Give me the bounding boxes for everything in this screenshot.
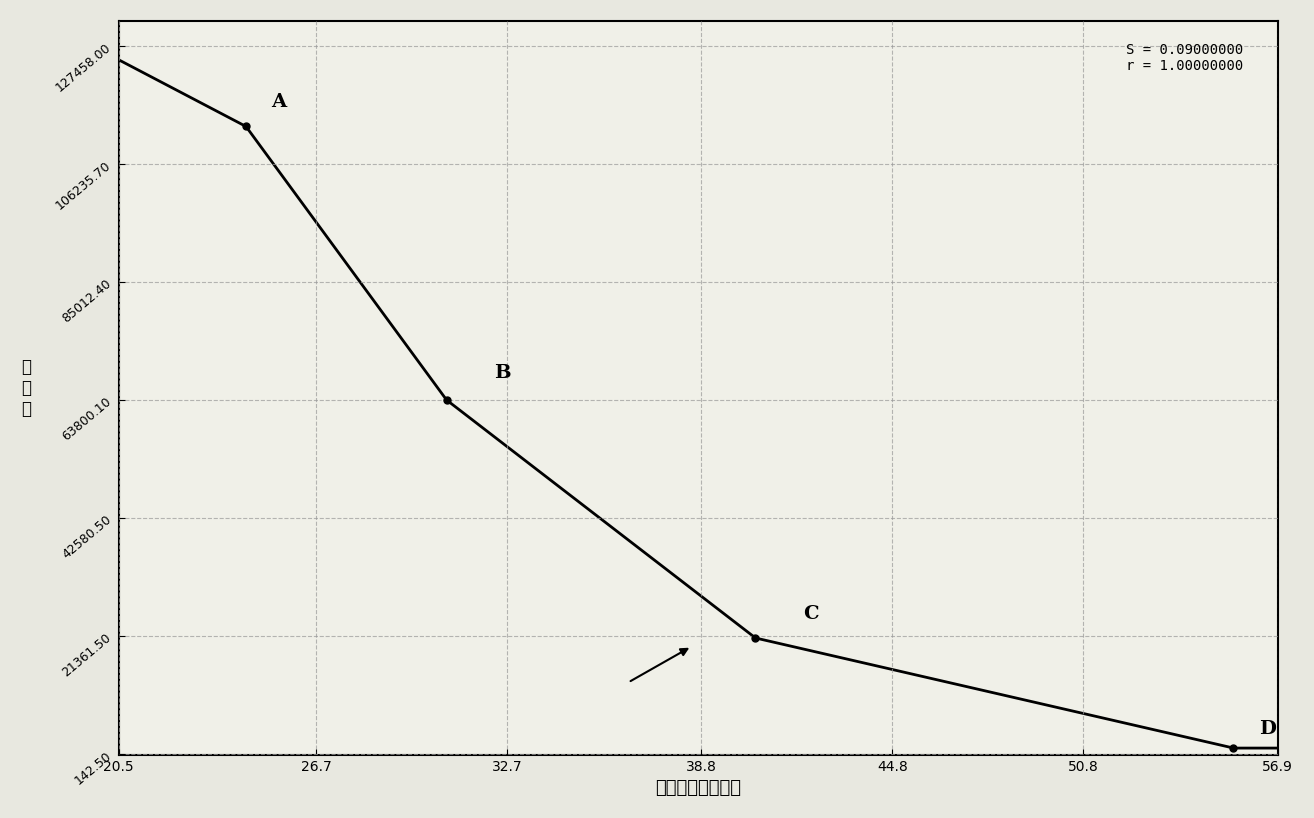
Text: S = 0.09000000
r = 1.00000000: S = 0.09000000 r = 1.00000000 — [1126, 43, 1243, 73]
Text: A: A — [272, 93, 286, 111]
Y-axis label: 分
子
量: 分 子 量 — [21, 358, 30, 418]
X-axis label: 洗脱时间（分钟）: 洗脱时间（分钟） — [656, 780, 741, 798]
Text: B: B — [494, 364, 511, 382]
Text: C: C — [803, 605, 819, 622]
Text: D: D — [1259, 720, 1276, 738]
